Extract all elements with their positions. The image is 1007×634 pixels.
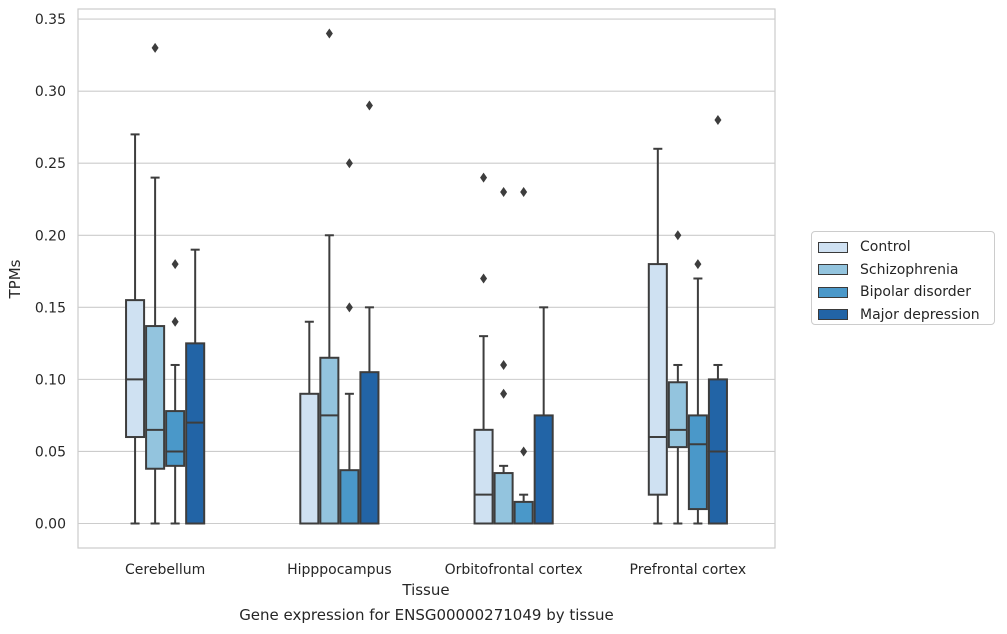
outlier-point — [674, 230, 682, 241]
box-bipolar-disorder — [687, 259, 708, 525]
y-tick-label: 0.35 — [35, 12, 66, 28]
legend-item: Schizophrenia — [818, 259, 988, 282]
box-control — [299, 320, 320, 525]
box-iqr — [339, 469, 360, 525]
box-major-depression — [359, 100, 380, 525]
box-iqr — [667, 381, 688, 449]
outlier-point — [500, 388, 508, 399]
outlier-point — [714, 114, 722, 125]
x-axis-title: Tissue — [401, 581, 449, 599]
box-iqr — [493, 472, 514, 525]
outlier-point — [500, 359, 508, 370]
legend-item: Major depression — [818, 304, 988, 327]
outlier-point — [480, 172, 488, 183]
box-control — [125, 133, 146, 525]
plot-area — [77, 8, 776, 549]
legend-swatch — [818, 241, 848, 253]
legend-item: Bipolar disorder — [818, 281, 988, 304]
outlier-point — [345, 302, 353, 313]
y-tick-label: 0.15 — [35, 300, 66, 316]
box-control — [647, 147, 668, 525]
x-tick-label: Hipppocampus — [287, 562, 392, 578]
legend-swatch — [818, 264, 848, 276]
y-axis-title: TPMs — [6, 259, 24, 299]
box-iqr — [513, 500, 534, 525]
y-tick-label: 0.10 — [35, 372, 66, 388]
x-axis-ticks: Cerebellum Hipppocampus Orbitofrontal cort… — [125, 562, 746, 578]
outlier-point — [171, 316, 179, 327]
outlier-point — [151, 42, 159, 53]
box-bipolar-disorder — [165, 259, 186, 525]
box-schizophrenia — [319, 28, 340, 525]
box-major-depression — [707, 114, 728, 525]
legend: Control Schizophrenia Bipolar disorder Majo… — [811, 231, 995, 325]
y-tick-label: 0.20 — [35, 228, 66, 244]
legend-label: Major depression — [860, 306, 980, 323]
legend-swatch — [818, 286, 848, 298]
outlier-point — [345, 158, 353, 169]
box-bipolar-disorder — [339, 158, 360, 525]
box-bipolar-disorder — [513, 187, 534, 525]
box-iqr — [145, 325, 166, 470]
box-iqr — [687, 414, 708, 511]
box-major-depression — [185, 248, 206, 525]
box-iqr — [185, 342, 206, 525]
legend-label: Schizophrenia — [860, 261, 959, 278]
box-control — [473, 172, 494, 525]
legend-item: Control — [818, 236, 988, 259]
chart-caption: Gene expression for ENSG00000271049 by t… — [239, 606, 614, 624]
outlier-point — [325, 28, 333, 39]
box-iqr — [359, 371, 380, 525]
x-tick-label: Orbitofrontal cortex — [445, 562, 583, 578]
outlier-point — [171, 259, 179, 270]
box-schizophrenia — [493, 187, 514, 525]
y-tick-label: 0.30 — [35, 84, 66, 100]
box-schizophrenia — [145, 42, 166, 525]
outlier-point — [500, 187, 508, 198]
y-tick-label: 0.25 — [35, 156, 66, 172]
outlier-point — [520, 446, 528, 457]
outlier-point — [520, 187, 528, 198]
x-tick-label: Cerebellum — [125, 562, 205, 578]
outlier-point — [365, 100, 373, 111]
box-iqr — [125, 299, 146, 439]
outlier-point — [694, 259, 702, 270]
box-iqr — [299, 392, 320, 525]
y-axis-ticks: 0.00 0.05 0.10 0.15 0.20 0.25 0.30 0.35 — [35, 12, 66, 532]
box-iqr — [319, 356, 340, 525]
box-iqr — [165, 410, 186, 467]
box-major-depression — [533, 306, 554, 525]
y-tick-label: 0.05 — [35, 444, 66, 460]
box-iqr — [473, 428, 494, 525]
legend-label: Bipolar disorder — [860, 284, 972, 301]
x-tick-label: Prefrontal cortex — [630, 562, 747, 578]
outlier-point — [480, 273, 488, 284]
boxes — [125, 28, 728, 525]
box-iqr — [647, 263, 668, 496]
y-tick-label: 0.00 — [35, 517, 66, 533]
box-schizophrenia — [667, 230, 688, 525]
box-iqr — [533, 414, 554, 525]
legend-label: Control — [860, 239, 911, 256]
legend-swatch — [818, 309, 848, 321]
